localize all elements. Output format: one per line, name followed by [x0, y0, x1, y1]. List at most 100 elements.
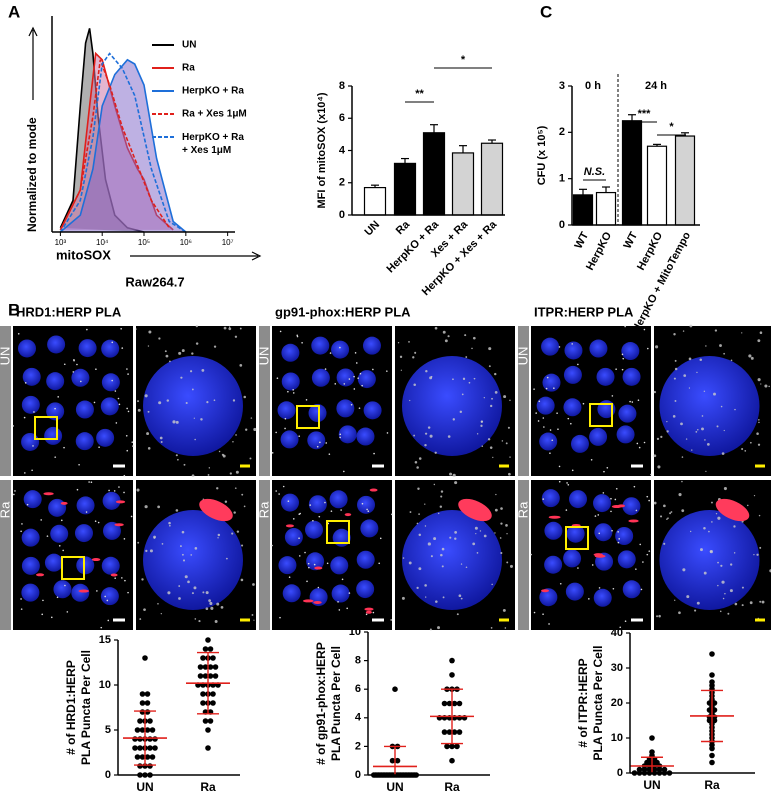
puncta	[418, 513, 420, 516]
puncta	[145, 549, 148, 553]
zoom-box	[34, 416, 58, 440]
puncta	[502, 608, 506, 612]
y-tick-label: 30	[611, 662, 623, 674]
nucleus	[21, 583, 40, 602]
bar	[646, 145, 668, 226]
puncta	[688, 387, 691, 389]
puncta	[181, 349, 185, 353]
nucleus	[536, 396, 555, 415]
puncta	[680, 422, 683, 426]
puncta	[209, 601, 213, 605]
puncta	[648, 499, 650, 502]
puncta	[695, 431, 698, 433]
puncta	[703, 526, 706, 530]
puncta	[504, 627, 507, 629]
data-point	[142, 655, 148, 661]
puncta	[509, 564, 513, 568]
nucleus	[544, 521, 563, 540]
puncta	[271, 544, 273, 547]
puncta	[694, 609, 697, 612]
nucleus	[357, 495, 376, 514]
puncta	[636, 442, 639, 445]
panel-letter: A	[8, 2, 20, 21]
puncta	[194, 438, 196, 441]
y-tick-label: 0	[355, 769, 361, 781]
data-point	[441, 700, 448, 707]
puncta	[760, 383, 762, 385]
nucleus	[71, 368, 90, 387]
puncta	[287, 500, 290, 503]
puncta	[235, 434, 237, 436]
puncta	[111, 341, 114, 344]
bar	[674, 135, 696, 226]
puncta	[454, 481, 458, 485]
data-point	[454, 743, 460, 750]
nucleus	[566, 524, 585, 543]
puncta	[462, 377, 466, 381]
x-tick-label: UN	[136, 780, 153, 793]
zoom-box	[61, 556, 85, 580]
histogram-curve	[59, 59, 170, 231]
puncta	[187, 580, 190, 584]
puncta	[33, 411, 35, 413]
puncta	[180, 545, 182, 548]
data-point	[144, 754, 151, 760]
puncta	[20, 530, 22, 533]
y-tick-label: 8	[355, 655, 361, 667]
nucleus	[593, 494, 612, 513]
puncta	[556, 412, 558, 414]
puncta	[479, 530, 482, 532]
puncta	[758, 514, 761, 517]
nucleus	[363, 401, 382, 420]
puncta	[143, 608, 146, 612]
puncta	[313, 563, 316, 566]
puncta	[132, 445, 134, 447]
puncta	[367, 510, 370, 513]
puncta	[753, 554, 755, 556]
puncta	[454, 537, 457, 540]
puncta	[490, 404, 493, 408]
puncta	[424, 443, 427, 447]
puncta	[733, 552, 736, 554]
nucleus	[360, 519, 379, 538]
nucleus	[47, 335, 66, 354]
puncta	[235, 470, 239, 474]
puncta	[220, 606, 224, 609]
puncta	[734, 408, 736, 411]
puncta	[635, 568, 637, 570]
puncta	[348, 378, 351, 380]
puncta	[533, 611, 536, 614]
puncta	[241, 544, 244, 547]
data-point	[456, 700, 463, 707]
puncta	[542, 613, 544, 616]
puncta	[759, 546, 762, 549]
puncta	[191, 388, 194, 391]
nucleus	[539, 432, 558, 451]
puncta	[558, 346, 561, 348]
puncta	[741, 447, 744, 451]
nucleus	[564, 341, 583, 360]
pla-signal	[78, 589, 90, 593]
y-tick-label: 10	[99, 679, 111, 691]
puncta	[488, 347, 492, 351]
y-tick-label: 3	[559, 80, 565, 92]
puncta	[764, 384, 768, 388]
data-point	[132, 745, 138, 751]
puncta	[189, 370, 193, 373]
zoom-box	[296, 405, 320, 429]
puncta	[639, 543, 642, 546]
puncta	[172, 420, 176, 424]
puncta	[711, 521, 713, 523]
puncta	[275, 490, 277, 492]
puncta	[557, 428, 559, 431]
x-tick-label: Ra	[704, 778, 720, 792]
puncta	[721, 580, 725, 584]
data-point	[441, 729, 448, 735]
puncta	[190, 554, 193, 556]
data-point	[212, 664, 219, 670]
puncta	[717, 584, 719, 587]
sd-group	[641, 756, 663, 773]
puncta	[704, 439, 706, 441]
puncta	[288, 576, 291, 579]
puncta	[612, 587, 615, 590]
